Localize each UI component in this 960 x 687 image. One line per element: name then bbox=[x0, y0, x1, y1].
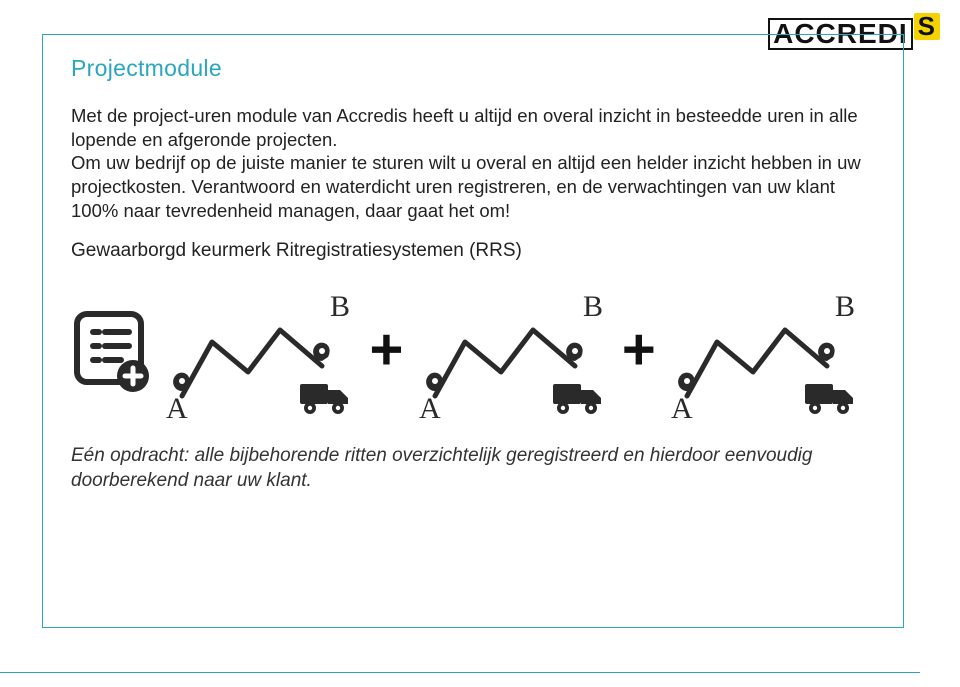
bottom-note: Eén opdracht: alle bijbehorende ritten o… bbox=[71, 444, 875, 493]
icon-row: A B + A B bbox=[71, 280, 875, 420]
body-paragraph: Met de project-uren module van Accredis … bbox=[71, 104, 875, 222]
content-frame: Projectmodule Met de project-uren module… bbox=[42, 34, 904, 628]
route-label-b: B bbox=[583, 290, 603, 323]
route-label-b: B bbox=[330, 290, 350, 323]
route-label-b: B bbox=[835, 290, 855, 323]
route-label-a: A bbox=[671, 392, 693, 420]
plus-icon: + bbox=[366, 321, 408, 379]
route-label-a: A bbox=[419, 392, 441, 420]
route-ab-icon: A B bbox=[413, 280, 613, 420]
plus-icon: + bbox=[618, 321, 660, 379]
route-ab-icon: A B bbox=[665, 280, 865, 420]
route-label-a: A bbox=[166, 392, 188, 420]
page-title: Projectmodule bbox=[71, 55, 875, 82]
add-list-icon bbox=[71, 306, 155, 394]
section-title: Gewaarborgd keurmerk Ritregistratiesyste… bbox=[71, 240, 875, 262]
route-ab-icon: A B bbox=[160, 280, 360, 420]
footer-rule bbox=[0, 672, 920, 673]
brand-sup: S bbox=[914, 13, 940, 40]
